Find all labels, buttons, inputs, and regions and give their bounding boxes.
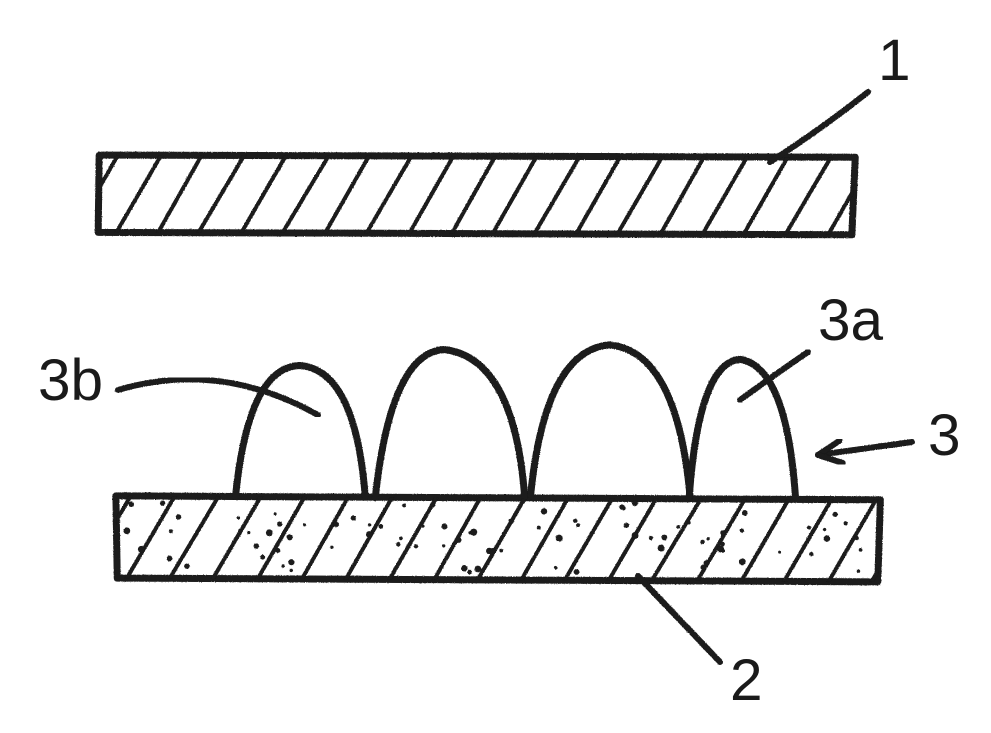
callout-3-arrow (818, 441, 912, 463)
upper-bar (0, 144, 991, 246)
callout-3b-label: 3b (38, 348, 103, 413)
protrusion-lobe-2 (531, 345, 691, 497)
protrusion-lobe-3 (689, 359, 795, 497)
callout-1-leader (770, 92, 868, 162)
lower-bar (0, 484, 991, 592)
callout-1-label: 1 (878, 28, 911, 93)
callout-3a-label: 3a (818, 288, 884, 353)
callout-2-leader (638, 576, 720, 662)
callout-3-label: 3 (928, 403, 961, 468)
protrusion-lobe-0 (236, 365, 366, 496)
protrusion-lobe-1 (375, 349, 524, 497)
callout-3b-leader (118, 379, 318, 415)
protrusions (236, 345, 796, 498)
callout-2-label: 2 (730, 648, 763, 713)
